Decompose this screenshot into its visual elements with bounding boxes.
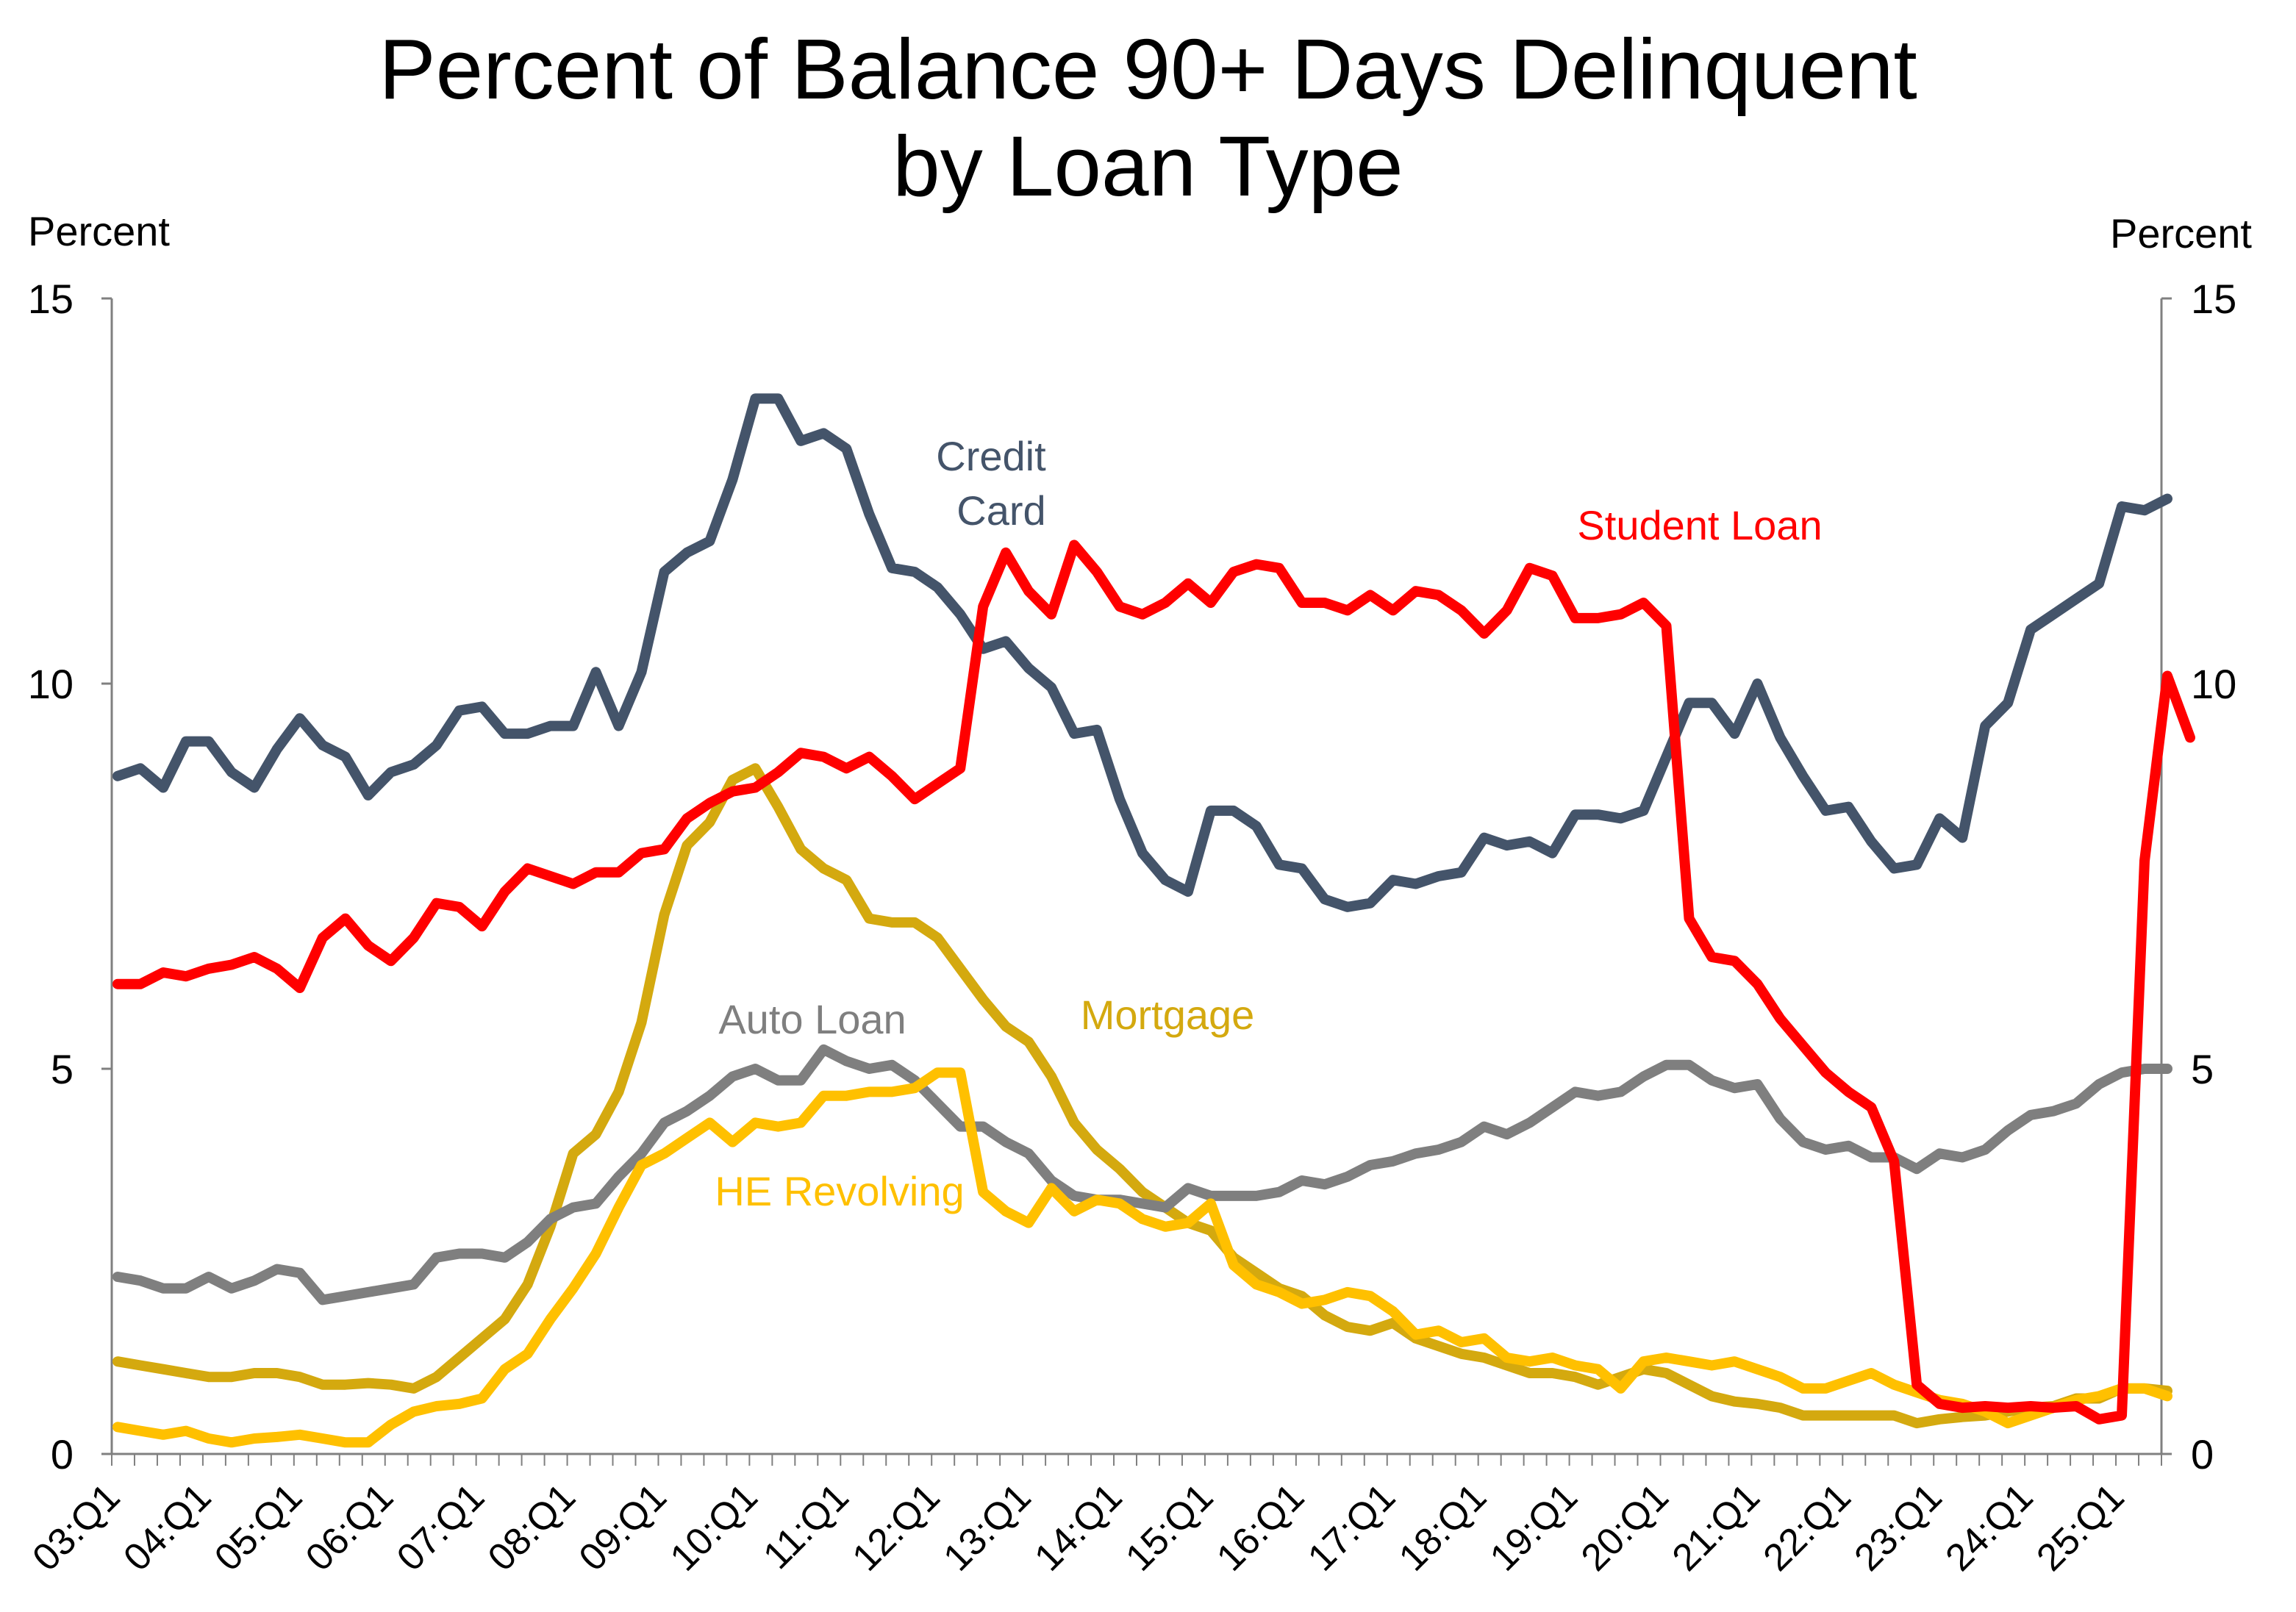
series-label-mortgage: Mortgage — [1081, 992, 1255, 1038]
x-tick-label: 14:Q1 — [1026, 1475, 1130, 1579]
x-tick-label: 19:Q1 — [1482, 1475, 1586, 1579]
series-line-auto-loan — [112, 1044, 2172, 1305]
x-tick-label: 08:Q1 — [480, 1475, 584, 1579]
y-tick-label-right: 10 — [2191, 661, 2236, 707]
x-tick-label: 23:Q1 — [1847, 1475, 1950, 1579]
x-tick-label: 13:Q1 — [935, 1475, 1039, 1579]
x-tick-label: 18:Q1 — [1391, 1475, 1495, 1579]
series-label-he-revolving: HE Revolving — [715, 1168, 964, 1214]
x-tick-label: 06:Q1 — [298, 1475, 401, 1579]
x-tick-label: 10:Q1 — [662, 1475, 766, 1579]
x-tick-label: 16:Q1 — [1209, 1475, 1312, 1579]
y-axis-left-label: Percent — [28, 208, 170, 254]
x-tick-label: 22:Q1 — [1756, 1475, 1859, 1579]
x-tick-label: 12:Q1 — [845, 1475, 948, 1579]
y-tick-label-right: 5 — [2191, 1046, 2214, 1092]
x-tick-label: 09:Q1 — [571, 1475, 675, 1579]
x-tick-label: 24:Q1 — [1937, 1475, 2041, 1579]
x-tick-label: 04:Q1 — [115, 1475, 219, 1579]
series-line-mortgage — [112, 763, 2172, 1429]
series-labels: Credit Card Student Loan Auto Loan Mortgage H… — [715, 433, 1822, 1214]
series-label-credit-card-line2: Card — [956, 487, 1045, 534]
x-tick-label: 11:Q1 — [755, 1475, 856, 1577]
x-tick-label: 21:Q1 — [1664, 1475, 1768, 1579]
series-line-he-revolving — [112, 1067, 2172, 1448]
chart-title-line1: Percent of Balance 90+ Days Delinquent — [379, 21, 1917, 117]
x-tick-label: 20:Q1 — [1573, 1475, 1677, 1579]
chart-series — [112, 393, 2195, 1448]
chart-title: Percent of Balance 90+ Days Delinquent b… — [0, 21, 2296, 215]
y-tick-label-left: 0 — [51, 1431, 74, 1477]
series-label-credit-card-line1: Credit — [936, 433, 1046, 479]
series-label-auto-loan: Auto Loan — [718, 996, 906, 1042]
chart-title-line2: by Loan Type — [893, 118, 1403, 214]
y-tick-label-right: 15 — [2191, 276, 2236, 322]
x-tick-label: 05:Q1 — [207, 1475, 310, 1579]
series-line-credit-card — [112, 393, 2172, 912]
x-tick-label: 07:Q1 — [389, 1475, 493, 1579]
y-tick-label-right: 0 — [2191, 1431, 2214, 1477]
y-tick-label-left: 5 — [51, 1046, 74, 1092]
y-axis-right-label: Percent — [2110, 210, 2252, 257]
x-tick-label: 15:Q1 — [1117, 1475, 1221, 1579]
y-tick-label-left: 10 — [28, 661, 74, 707]
x-tick-label: 25:Q1 — [2028, 1475, 2132, 1579]
y-tick-label-left: 15 — [28, 276, 74, 322]
series-label-student-loan: Student Loan — [1577, 502, 1822, 548]
x-tick-label: 17:Q1 — [1300, 1475, 1403, 1579]
series-line-student-loan — [112, 540, 2195, 1425]
x-tick-label: 03:Q1 — [24, 1475, 128, 1579]
